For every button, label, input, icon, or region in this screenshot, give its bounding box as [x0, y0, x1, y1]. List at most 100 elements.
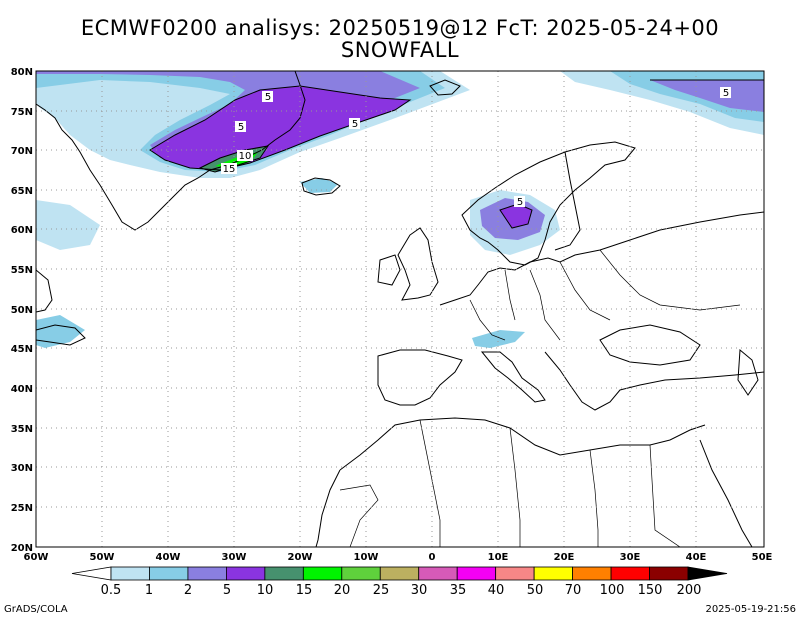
colorbar-swatch: [456, 566, 497, 581]
contour-label: 5: [352, 119, 358, 130]
colorbar-label: 10: [256, 583, 274, 598]
colorbar-label: 0.5: [100, 583, 122, 598]
colorbar: [71, 566, 728, 581]
morocco-coast: [315, 469, 341, 547]
lon-label: 40W: [156, 552, 181, 563]
colorbar-label: 150: [637, 583, 663, 598]
iberia-coast: [377, 349, 463, 406]
lon-label: 20E: [554, 552, 575, 563]
lon-label: 50W: [90, 552, 115, 563]
lat-label: 75N: [11, 107, 33, 118]
colorbar-label: 20: [333, 583, 351, 598]
snow-iceland: [300, 178, 338, 193]
colorbar-swatch: [418, 566, 458, 581]
italy-coast: [480, 351, 546, 403]
lat-label: 70N: [11, 146, 33, 157]
scandinavia-coast: [461, 141, 636, 266]
black-sea-coast: [599, 324, 701, 366]
lat-label: 50N: [11, 305, 33, 316]
lat-label: 45N: [11, 344, 33, 355]
footer-timestamp: 2025-05-19-21:56: [705, 604, 796, 615]
lon-label: 20W: [288, 552, 313, 563]
contour-labels: 5 5 5 5 10 15 5: [221, 87, 731, 208]
lat-label: 40N: [11, 384, 33, 395]
coastlines: [36, 71, 764, 547]
colorbar-label: 35: [449, 583, 467, 598]
lat-label: 80N: [11, 67, 33, 78]
colorbar-label: 30: [410, 583, 428, 598]
lon-label: 0: [429, 552, 436, 563]
contour-label: 5: [238, 122, 244, 133]
ireland-coast: [377, 254, 401, 286]
lat-label: 35N: [11, 424, 33, 435]
colorbar-swatch: [610, 566, 650, 581]
colorbar-label: 2: [183, 583, 193, 598]
europe-coast: [439, 211, 764, 306]
lon-label: 30E: [620, 552, 641, 563]
colorbar-label: 200: [676, 583, 702, 598]
contour-label: 15: [223, 164, 236, 175]
colorbar-swatch: [71, 566, 112, 581]
greenland-coast: [36, 71, 306, 231]
uk-coast: [397, 227, 439, 301]
lon-label: 40E: [686, 552, 707, 563]
footer-credit: GrADS/COLA: [4, 604, 68, 615]
lon-label: 10E: [488, 552, 509, 563]
plot-frame: [35, 70, 765, 548]
contour-label: 5: [265, 92, 271, 103]
africa-coast: [339, 417, 706, 471]
lat-label: 60N: [11, 225, 33, 236]
colorbar-swatch: [302, 566, 343, 581]
colorbar-swatch: [341, 566, 381, 581]
lon-label: 60W: [24, 552, 49, 563]
colorbar-swatch: [687, 566, 728, 581]
contour-label: 5: [723, 88, 729, 99]
snow-west-patch-1: [36, 200, 100, 250]
snowfall-shading: [36, 71, 764, 348]
labrador-coast: [36, 269, 53, 313]
snow-band-5: [150, 86, 410, 170]
contour-label: 5: [517, 197, 523, 208]
finland-border: [554, 151, 581, 251]
lon-label: 30W: [222, 552, 247, 563]
snow-alps: [472, 330, 525, 348]
colorbar-label: 5: [222, 583, 232, 598]
map-subtitle: SNOWFALL: [340, 38, 460, 62]
colorbar-swatch: [495, 566, 535, 581]
longitude-labels: 60W 50W 40W 30W 20W 10W 0 10E 20E 30E 40…: [24, 552, 773, 563]
newfoundland-coast: [36, 324, 86, 346]
snow-arctic-east-2: [650, 80, 764, 112]
colorbar-swatch: [264, 566, 304, 581]
balkans-coast: [544, 351, 764, 411]
colorbar-swatch: [110, 566, 150, 581]
lat-label: 65N: [11, 186, 33, 197]
colorbar-label: 15: [295, 583, 313, 598]
colorbar-label: 50: [526, 583, 544, 598]
lat-label: 20N: [11, 543, 33, 554]
colorbar-swatch: [149, 566, 189, 581]
caspian-coast: [737, 348, 759, 396]
snow-west-patch-2: [36, 315, 85, 348]
latitude-labels: 20N 25N 30N 35N 40N 45N 50N 55N 60N 65N …: [11, 67, 33, 554]
contour-label: 10: [239, 151, 252, 162]
svalbard-coast: [429, 79, 461, 96]
political-borders: [339, 249, 741, 547]
lat-label: 30N: [11, 463, 33, 474]
colorbar-label: 1: [144, 583, 154, 598]
colorbar-swatch: [379, 566, 420, 581]
colorbar-label: 40: [487, 583, 505, 598]
colorbar-label: 100: [599, 583, 625, 598]
colorbar-swatch: [225, 566, 266, 581]
colorbar-label: 70: [564, 583, 582, 598]
colorbar-label: 25: [372, 583, 390, 598]
red-sea-coast: [699, 439, 753, 547]
colorbar-swatch: [533, 566, 574, 581]
colorbar-swatch: [187, 566, 227, 581]
snowfall-contours: [149, 79, 764, 229]
lon-label: 10W: [354, 552, 379, 563]
colorbar-swatch: [649, 566, 689, 581]
lon-label: 50E: [752, 552, 773, 563]
lat-label: 55N: [11, 265, 33, 276]
map-title: ECMWF0200 analisys: 20250519@12 FcT: 202…: [80, 16, 720, 40]
